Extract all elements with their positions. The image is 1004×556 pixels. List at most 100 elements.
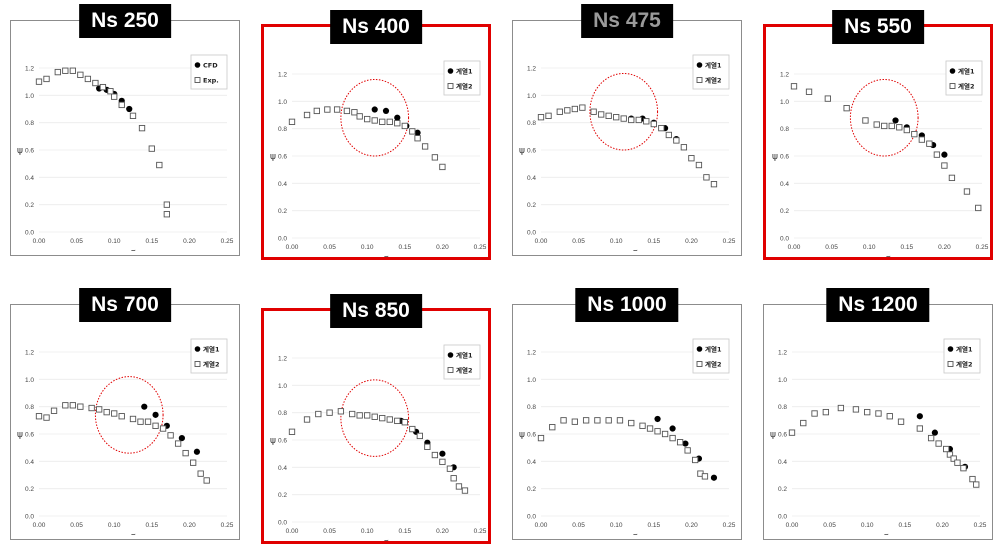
data-point-square — [582, 417, 590, 424]
y-tick-label: 0.0 — [25, 230, 34, 237]
data-point-square — [654, 428, 661, 435]
y-tick-label: 0.6 — [527, 148, 536, 155]
data-point-square — [688, 155, 695, 162]
data-point-circle — [654, 415, 661, 423]
data-point-square — [43, 75, 50, 83]
data-point-square — [167, 432, 174, 439]
x-axis-label: ø — [130, 532, 136, 535]
legend-marker-circle — [447, 68, 454, 74]
data-point-square — [886, 413, 893, 420]
data-point-square — [324, 106, 331, 113]
y-tick-label: 1.2 — [780, 72, 789, 79]
y-axis-label: ψ — [17, 430, 23, 440]
highlight-circle — [340, 78, 410, 157]
data-point-square — [790, 83, 798, 90]
data-point-square — [680, 144, 688, 151]
highlight-circle — [849, 78, 919, 157]
data-point-square — [927, 434, 935, 442]
x-tick-label: 0.00 — [788, 244, 801, 251]
data-point-circle — [382, 107, 390, 114]
legend-label: 계열1 — [705, 61, 722, 70]
data-point-square — [88, 404, 95, 412]
y-axis-label: ψ — [770, 430, 776, 440]
data-point-circle — [178, 435, 185, 442]
y-tick-label: 0.6 — [25, 148, 34, 155]
y-axis-label: ψ — [270, 152, 276, 162]
data-point-square — [549, 424, 556, 431]
data-point-circle — [916, 413, 923, 420]
data-point-square — [811, 410, 818, 417]
y-tick-label: 0.6 — [25, 432, 34, 439]
x-axis-label: ø — [632, 248, 638, 251]
data-point-square — [665, 131, 672, 139]
legend-marker-square — [447, 83, 454, 89]
data-point-circle — [941, 151, 948, 158]
data-point-square — [351, 109, 358, 116]
data-point-square — [605, 417, 612, 424]
y-axis-label: ψ — [519, 146, 525, 156]
data-point-square — [111, 93, 118, 100]
data-point-square — [84, 75, 92, 83]
y-tick-label: 0.2 — [527, 202, 536, 209]
data-point-square — [881, 122, 888, 130]
data-point-square — [364, 115, 371, 123]
data-point-square — [455, 483, 463, 490]
data-point-square — [190, 459, 197, 466]
data-point-square — [138, 124, 146, 132]
y-tick-label: 0.4 — [25, 459, 34, 466]
data-point-square — [416, 432, 423, 440]
data-point-square — [129, 415, 137, 423]
data-point-square — [156, 161, 163, 169]
data-point-square — [163, 201, 170, 208]
scatter-plot: 0.0 0.2 0.4 0.6 0.8 1.0 1.2 0.00 0.05 0.10 0.15 0.2… — [772, 60, 989, 257]
y-tick-label: 0.2 — [25, 202, 34, 209]
y-tick-label: 1.2 — [25, 66, 34, 73]
y-axis-label: ψ — [17, 146, 23, 156]
scatter-plot: 0.0 0.2 0.4 0.6 0.8 1.0 1.2 0.00 0.05 0.10 0.15 0.2… — [17, 54, 234, 251]
legend-box — [443, 60, 481, 96]
x-tick-label: 0.10 — [108, 522, 121, 529]
x-axis-label: ø — [885, 254, 891, 257]
y-tick-label: 0.6 — [278, 438, 287, 445]
data-point-square — [639, 422, 646, 429]
data-point-square — [843, 105, 850, 112]
data-point-square — [431, 451, 439, 459]
data-point-square — [896, 124, 903, 131]
y-tick-label: 1.0 — [778, 377, 787, 384]
data-point-square — [590, 108, 597, 115]
data-point-square — [103, 408, 110, 416]
chart-title: Ns 475 — [581, 4, 673, 38]
data-point-square — [620, 115, 627, 122]
data-point-square — [564, 107, 571, 114]
data-point-square — [401, 419, 408, 426]
data-point-square — [635, 116, 642, 124]
legend-box — [692, 338, 730, 374]
data-point-square — [695, 161, 703, 169]
legend-label: 계열1 — [956, 345, 973, 354]
chart-panel: Ns 250 0.0 0.2 0.4 0.6 0.8 1.0 1.2 0.00 0.05 0.10 0… — [10, 4, 240, 256]
data-point-square — [424, 443, 431, 450]
data-point-circle — [152, 411, 159, 418]
legend-label: 계열2 — [956, 360, 972, 369]
scatter-plot: 0.0 0.2 0.4 0.6 0.8 1.0 1.2 0.00 0.05 0.10 0.15 0.2… — [519, 54, 736, 251]
legend-marker-square — [696, 77, 703, 83]
data-point-square — [800, 419, 807, 427]
legend-label: 계열2 — [958, 82, 974, 91]
data-point-square — [144, 418, 152, 425]
y-tick-label: 0.0 — [780, 236, 789, 243]
x-tick-label: 0.00 — [535, 522, 548, 529]
y-tick-label: 0.2 — [527, 486, 536, 493]
data-point-square — [973, 481, 980, 488]
data-point-square — [303, 111, 311, 119]
y-tick-label: 1.0 — [25, 377, 34, 384]
data-point-square — [446, 465, 454, 472]
legend-label: 계열1 — [456, 351, 473, 360]
x-tick-label: 0.25 — [974, 522, 987, 529]
data-point-square — [676, 439, 684, 446]
legend-box — [443, 344, 481, 380]
x-tick-label: 0.15 — [145, 238, 158, 245]
x-axis-label: ø — [383, 538, 389, 541]
data-point-square — [710, 181, 718, 188]
scatter-plot: 0.0 0.2 0.4 0.6 0.8 1.0 1.2 0.00 0.05 0.10 0.15 0.2… — [270, 60, 487, 257]
data-point-square — [875, 410, 882, 417]
